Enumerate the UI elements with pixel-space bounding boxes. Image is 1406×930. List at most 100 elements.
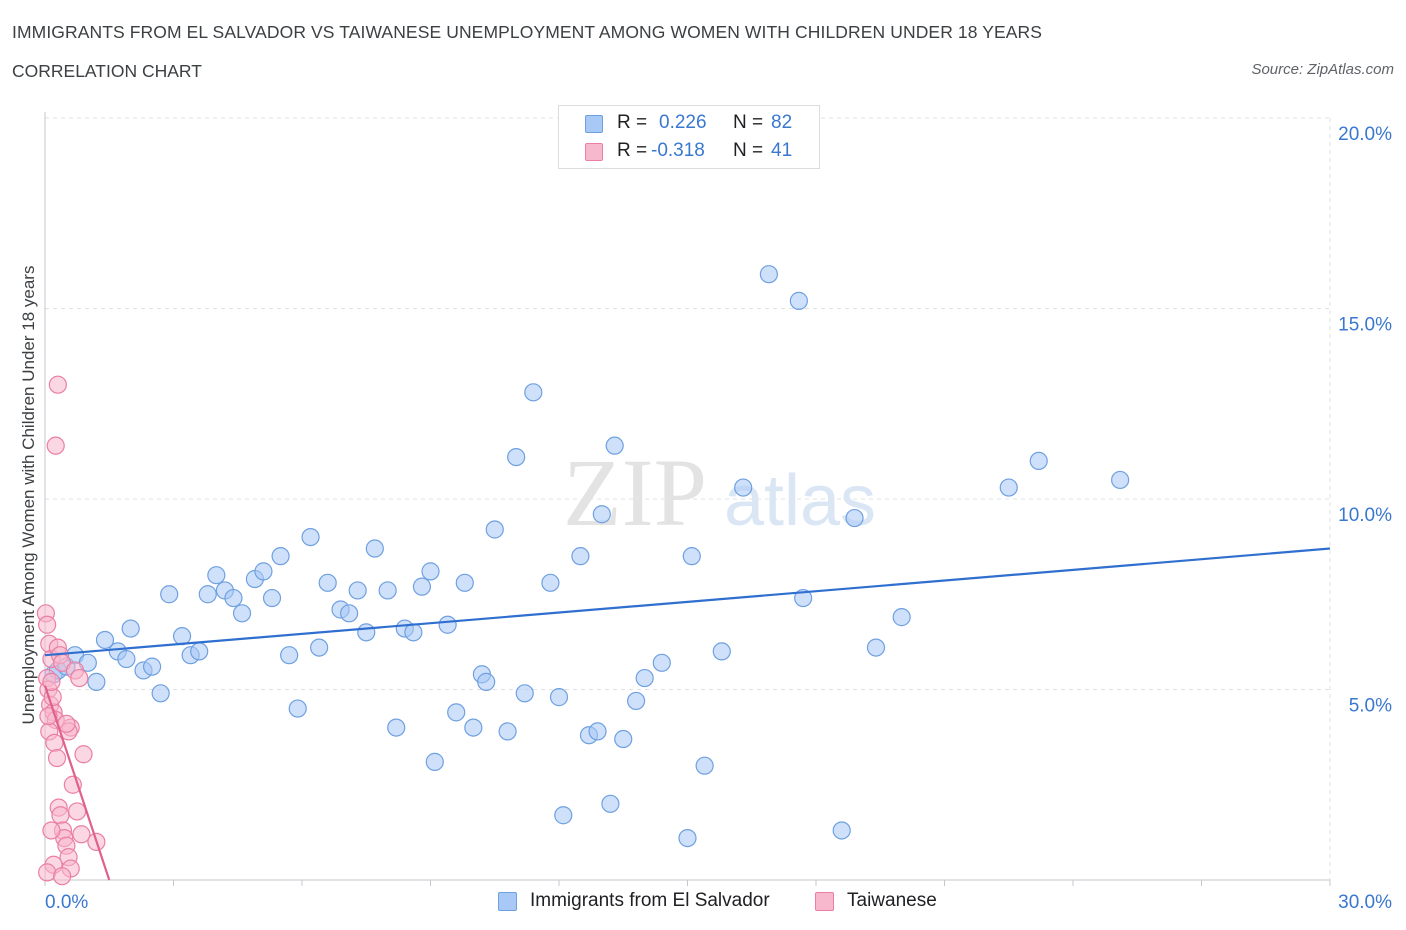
el-salvador-point [682,547,701,566]
el-salvador-point [340,604,359,623]
el-salvador-point [348,581,367,600]
el-salvador-point [592,505,611,524]
el-salvador-point [412,577,432,596]
el-salvador-point [1029,451,1048,470]
taiwanese-point [42,672,61,691]
el-salvador-point [87,672,106,691]
el-salvador-point [549,688,569,707]
el-salvador-point [357,623,376,642]
taiwanese-point [45,733,64,752]
axes [44,112,1331,886]
el-salvador-point [507,447,526,467]
el-salvador-point [605,436,624,455]
el-salvador-point [447,703,466,722]
el-salvador-point [588,722,607,741]
r-label: R = [617,112,648,133]
tick-labels: 5.0% 10.0% 15.0% 20.0% 0.0% 30.0% [45,124,1392,913]
watermark-atlas: atlas [724,461,876,541]
taiwanese-point [51,806,70,825]
el-salvador-point [262,588,282,608]
taiwanese-point [46,436,65,455]
el-salvador-point [310,638,329,657]
el-salvador-point [845,508,864,528]
el-salvador-point [515,684,534,703]
el-salvador-point [635,668,654,688]
el-salvador-point [425,752,444,771]
el-salvador-trend-line [44,547,1331,657]
el-salvador-swatch [498,892,517,911]
el-salvador-point [832,821,851,840]
el-salvador-point [301,527,320,547]
el-salvador-point [254,562,273,581]
el-salvador-point [554,806,573,825]
el-salvador-point [712,642,731,661]
y-axis-label: Unemployment Among Women with Children U… [19,266,38,725]
y-tick-label: 15.0% [1338,315,1392,336]
taiwanese-trend-line [43,685,111,881]
el-salvador-point [866,638,886,657]
legend-label: Taiwanese [847,890,937,911]
el-salvador-point [142,657,162,676]
r-value: -0.318 [651,140,705,161]
y-tick-label: 20.0% [1338,124,1392,145]
el-salvador-point [438,615,457,634]
el-salvador-point [571,547,590,566]
el-salvador-point [121,619,140,638]
n-value: 82 [771,112,793,133]
el-salvador-point [498,722,517,741]
el-salvador-point [477,672,496,691]
el-salvador-point [892,608,911,627]
el-salvador-point [999,478,1018,497]
el-salvador-point [652,653,671,672]
el-salvador-point [1111,470,1130,490]
el-salvador-point [95,630,115,650]
el-salvador-point [117,649,136,669]
x-tick-label: 0.0% [45,892,88,913]
y-tick-label: 5.0% [1349,696,1392,717]
el-salvador-point [280,646,299,665]
el-salvador-point [601,794,620,813]
source-label: Source: ZipAtlas.com [1251,61,1394,78]
el-salvador-point [485,520,504,539]
data-points [36,265,1130,886]
n-label: N = [733,112,764,133]
el-salvador-point [172,627,192,646]
chart-title: IMMIGRANTS FROM EL SALVADOR VS TAIWANESE… [12,22,1043,42]
taiwanese-swatch [585,143,603,161]
el-salvador-point [734,478,753,497]
r-value: 0.226 [659,112,707,133]
el-salvador-point [288,699,307,718]
el-salvador-point [789,291,808,310]
el-salvador-point [387,718,406,737]
legend-label: Immigrants from El Salvador [530,890,770,911]
taiwanese-point [38,863,57,882]
el-salvador-point [455,573,474,592]
el-salvador-point [318,573,337,592]
watermark-zip: ZIP [563,439,707,546]
taiwanese-point [72,825,91,844]
el-salvador-point [794,588,813,608]
chart-subtitle: CORRELATION CHART [12,61,202,81]
watermark: ZIP atlas [563,439,876,546]
el-salvador-point [626,691,646,711]
el-salvador-point [421,562,440,581]
el-salvador-point [614,729,633,749]
el-salvador-point [524,383,543,402]
y-tick-label: 10.0% [1338,505,1392,526]
el-salvador-point [207,566,226,585]
taiwanese-point [48,375,67,394]
stats-legend: R = 0.226 N = 82 R = -0.318 N = 41 [558,105,820,169]
taiwanese-point [74,745,93,764]
el-salvador-point [464,718,483,737]
n-label: N = [733,140,764,161]
el-salvador-swatch [585,115,603,133]
el-salvador-point [198,585,217,604]
el-salvador-point [224,588,243,608]
taiwanese-point [38,615,57,634]
el-salvador-point [378,581,397,600]
el-salvador-point [759,265,778,284]
el-salvador-point [404,623,423,642]
trend-lines [43,547,1331,881]
taiwanese-point [53,867,72,886]
